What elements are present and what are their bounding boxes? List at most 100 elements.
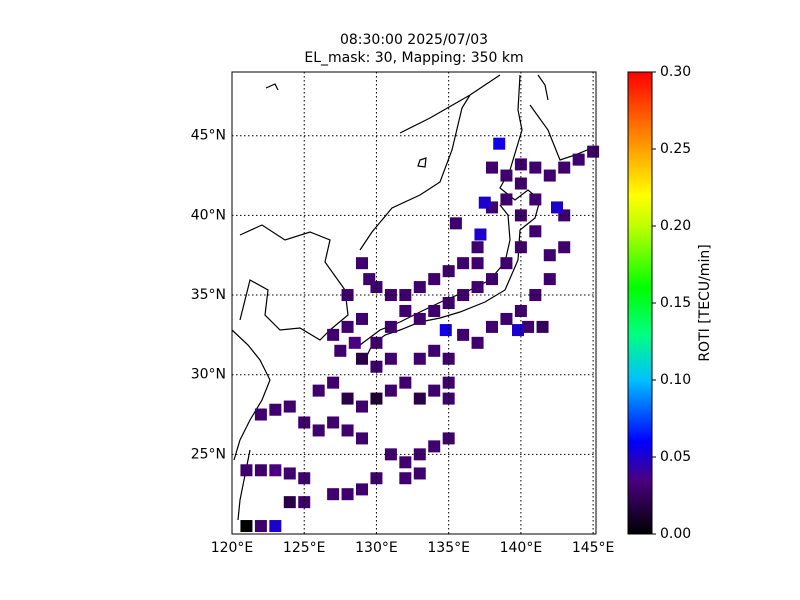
roti-cell	[413, 392, 426, 405]
roti-cell	[384, 448, 397, 461]
roti-cell	[384, 289, 397, 302]
roti-cell	[363, 273, 376, 286]
roti-cell	[413, 448, 426, 461]
coastline	[359, 74, 501, 251]
lon-label: 120°E	[211, 540, 254, 556]
roti-cell	[514, 304, 527, 317]
colorbar-tick-label: 0.15	[660, 295, 691, 311]
roti-cell	[471, 257, 484, 270]
roti-cell	[478, 196, 491, 209]
roti-cell	[269, 520, 282, 533]
roti-cell	[327, 376, 340, 389]
roti-cell	[442, 265, 455, 278]
roti-cell	[384, 320, 397, 333]
roti-cell	[327, 416, 340, 429]
colorbar-tick-label: 0.10	[660, 372, 691, 388]
roti-cell	[442, 297, 455, 309]
colorbar-tick-label: 0.00	[660, 526, 691, 542]
lat-label: 40°N	[191, 207, 226, 223]
lon-label: 145°E	[572, 540, 615, 556]
roti-cell	[298, 496, 311, 509]
roti-cell	[500, 193, 513, 206]
lon-label: 140°E	[500, 540, 543, 556]
roti-cell	[428, 273, 441, 286]
roti-cell	[413, 312, 426, 325]
roti-cell	[486, 320, 498, 333]
roti-cell	[514, 177, 527, 190]
lon-label: 130°E	[355, 540, 398, 556]
roti-cell	[457, 257, 470, 270]
roti-cell	[471, 336, 484, 349]
coastline	[529, 74, 593, 161]
colorbar	[627, 71, 653, 535]
roti-cell	[312, 424, 325, 437]
colorbar-tick-label: 0.05	[660, 449, 691, 465]
roti-cell	[529, 161, 542, 174]
roti-cell	[254, 464, 267, 477]
lat-label: 30°N	[191, 367, 226, 383]
roti-cell	[356, 257, 368, 270]
roti-cell	[384, 352, 397, 365]
roti-cell	[370, 336, 383, 349]
roti-cell	[543, 249, 556, 262]
roti-cell	[514, 241, 527, 254]
roti-cell	[457, 328, 470, 341]
coastline	[231, 329, 271, 461]
lat-label: 25°N	[191, 446, 226, 462]
roti-cell	[283, 467, 296, 480]
roti-cell	[500, 312, 513, 325]
roti-cell	[254, 408, 267, 421]
roti-cell	[283, 400, 296, 413]
roti-cell	[341, 320, 354, 333]
roti-cell	[356, 352, 368, 365]
roti-cell	[471, 241, 484, 254]
roti-cell	[399, 456, 412, 469]
roti-cell	[240, 520, 253, 533]
roti-cell	[341, 424, 354, 437]
roti-cell	[428, 440, 441, 453]
roti-cell	[269, 403, 282, 416]
roti-cell	[587, 145, 600, 158]
roti-cell	[529, 193, 542, 206]
roti-cell	[413, 467, 426, 480]
roti-cell	[341, 392, 354, 405]
roti-cell	[428, 304, 441, 317]
roti-cell	[399, 304, 412, 317]
roti-cell	[399, 376, 412, 389]
roti-cell	[558, 161, 571, 174]
roti-cell	[543, 169, 556, 182]
lon-label: 125°E	[283, 540, 326, 556]
roti-cell	[413, 352, 426, 365]
colorbar-tick-label: 0.30	[660, 64, 691, 80]
roti-cell	[500, 169, 513, 182]
roti-cell	[536, 320, 549, 333]
roti-cell	[512, 324, 524, 337]
subtitle: EL_mask: 30, Mapping: 350 km	[304, 50, 523, 66]
roti-cell	[522, 320, 535, 333]
roti-cell	[529, 225, 542, 238]
roti-cell	[543, 273, 556, 286]
roti-cell	[572, 153, 585, 166]
roti-cell	[283, 496, 296, 509]
colorbar-tick-label: 0.20	[660, 218, 691, 234]
roti-cell	[529, 289, 542, 302]
lat-label: 35°N	[191, 287, 226, 303]
roti-cell	[327, 488, 340, 501]
roti-cell	[254, 520, 267, 533]
lon-label: 135°E	[427, 540, 470, 556]
lat-label: 45°N	[191, 128, 226, 144]
roti-cell	[442, 432, 455, 445]
coastline	[265, 83, 427, 168]
title: 08:30:00 2025/07/03	[340, 32, 488, 48]
roti-cell	[384, 384, 397, 397]
roti-cell	[442, 392, 455, 405]
roti-cell	[356, 400, 368, 413]
roti-cell	[356, 483, 368, 496]
colorbar-label: ROTI [TECU/min]	[697, 244, 713, 361]
map-frame	[231, 71, 597, 535]
roti-cell	[341, 289, 354, 302]
roti-cell	[334, 344, 347, 357]
roti-cell	[474, 228, 487, 241]
roti-cell	[493, 137, 506, 150]
coastline	[239, 224, 349, 341]
